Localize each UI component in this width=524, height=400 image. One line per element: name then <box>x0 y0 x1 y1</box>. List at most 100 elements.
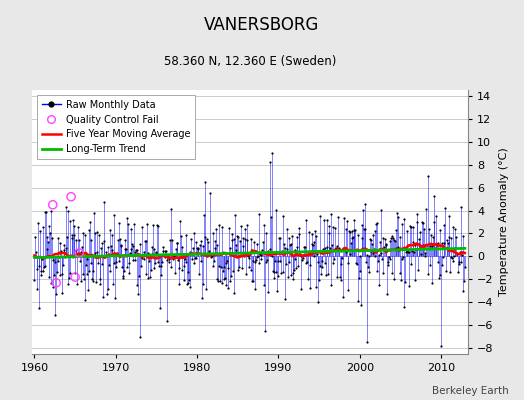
Point <box>253 240 261 247</box>
Point <box>187 236 195 242</box>
Point <box>390 276 399 282</box>
Point <box>264 288 272 295</box>
Point <box>90 210 99 216</box>
Point <box>225 278 234 284</box>
Point <box>154 223 162 229</box>
Point <box>307 248 315 254</box>
Point <box>183 280 191 287</box>
Point <box>52 280 60 286</box>
Point <box>449 258 457 264</box>
Point <box>260 282 268 288</box>
Point <box>148 244 157 250</box>
Point <box>43 246 51 252</box>
Point <box>89 268 97 275</box>
Point <box>200 212 208 219</box>
Point <box>46 230 54 236</box>
Point <box>414 236 423 242</box>
Point <box>192 239 200 245</box>
Point <box>352 260 361 266</box>
Point <box>433 242 441 249</box>
Point <box>101 253 109 260</box>
Point <box>67 194 75 200</box>
Point <box>419 220 428 226</box>
Point <box>385 254 393 260</box>
Point <box>248 278 256 284</box>
Point <box>362 259 370 266</box>
Point <box>199 281 207 288</box>
Point <box>144 250 152 257</box>
Point <box>297 253 305 260</box>
Point <box>162 318 171 325</box>
Point <box>408 248 416 254</box>
Point <box>227 236 236 243</box>
Point <box>270 274 279 281</box>
Point <box>59 242 68 248</box>
Point <box>242 271 250 277</box>
Point <box>200 234 209 240</box>
Point <box>226 244 235 251</box>
Point <box>261 259 270 265</box>
Point <box>280 240 288 247</box>
Point <box>138 255 146 262</box>
Point <box>150 264 159 271</box>
Point <box>376 238 384 245</box>
Point <box>458 251 466 258</box>
Point <box>74 224 82 230</box>
Point <box>156 304 164 311</box>
Point <box>170 253 178 260</box>
Point <box>148 250 156 257</box>
Point <box>267 214 275 220</box>
Point <box>402 249 410 255</box>
Point <box>343 218 351 224</box>
Point <box>178 267 187 273</box>
Point <box>446 234 455 241</box>
Point <box>427 232 435 238</box>
Point <box>181 256 189 263</box>
Point <box>400 304 409 310</box>
Point <box>423 173 432 179</box>
Point <box>156 263 165 270</box>
Point <box>283 274 292 280</box>
Point <box>149 222 157 228</box>
Point <box>194 246 203 252</box>
Point <box>278 213 287 220</box>
Point <box>203 252 212 259</box>
Point <box>271 269 280 275</box>
Point <box>56 240 64 246</box>
Point <box>188 250 196 256</box>
Point <box>91 250 99 256</box>
Point <box>431 245 439 252</box>
Point <box>316 262 325 269</box>
Point <box>87 260 95 266</box>
Point <box>273 288 281 295</box>
Point <box>355 274 363 281</box>
Point <box>271 257 279 264</box>
Point <box>334 246 343 253</box>
Point <box>110 260 118 266</box>
Point <box>287 241 295 248</box>
Point <box>91 229 100 236</box>
Point <box>324 230 333 236</box>
Point <box>82 262 90 268</box>
Point <box>202 235 211 242</box>
Point <box>420 226 428 232</box>
Point <box>119 275 127 282</box>
Point <box>78 244 86 250</box>
Point <box>118 273 127 280</box>
Point <box>166 237 174 243</box>
Point <box>398 256 406 263</box>
Point <box>114 219 123 226</box>
Point <box>320 260 329 267</box>
Point <box>334 214 342 221</box>
Point <box>396 270 405 276</box>
Point <box>408 224 417 231</box>
Point <box>164 254 172 260</box>
Point <box>59 262 67 268</box>
Point <box>357 302 365 308</box>
Point <box>147 267 155 274</box>
Point <box>161 254 169 260</box>
Point <box>63 208 72 214</box>
Point <box>196 258 205 264</box>
Point <box>378 255 386 262</box>
Point <box>223 264 232 271</box>
